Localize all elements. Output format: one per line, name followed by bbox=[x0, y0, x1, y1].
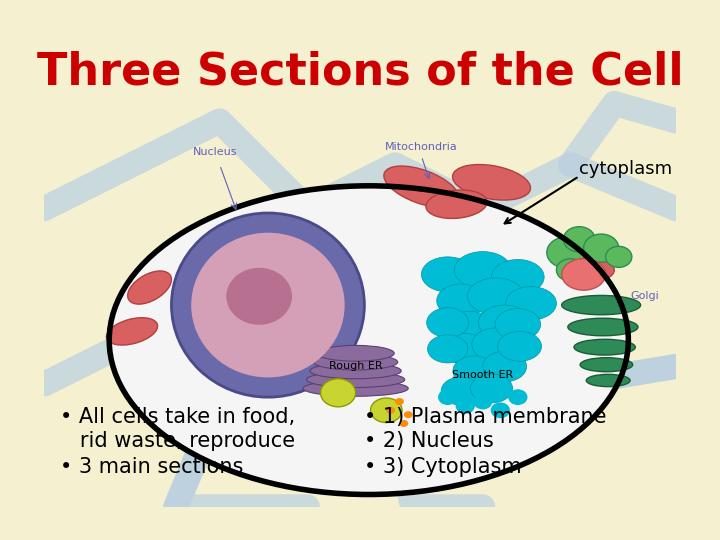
Ellipse shape bbox=[453, 356, 495, 386]
Ellipse shape bbox=[404, 411, 413, 418]
Ellipse shape bbox=[492, 260, 544, 294]
Text: Rough ER: Rough ER bbox=[329, 361, 382, 372]
Ellipse shape bbox=[498, 332, 541, 361]
Ellipse shape bbox=[307, 372, 405, 388]
Ellipse shape bbox=[606, 246, 632, 267]
Ellipse shape bbox=[478, 305, 531, 340]
Ellipse shape bbox=[421, 257, 474, 292]
Text: • 3) Cytoplasm: • 3) Cytoplasm bbox=[364, 457, 522, 477]
Ellipse shape bbox=[317, 346, 394, 361]
Ellipse shape bbox=[384, 166, 459, 207]
Ellipse shape bbox=[320, 379, 356, 407]
Ellipse shape bbox=[472, 328, 520, 361]
Ellipse shape bbox=[568, 318, 638, 336]
Ellipse shape bbox=[395, 398, 404, 405]
Ellipse shape bbox=[470, 374, 513, 403]
Text: Mitochondria: Mitochondria bbox=[385, 142, 458, 152]
Ellipse shape bbox=[562, 295, 641, 315]
Ellipse shape bbox=[490, 402, 510, 418]
Ellipse shape bbox=[171, 213, 364, 397]
Ellipse shape bbox=[127, 271, 171, 304]
Ellipse shape bbox=[495, 308, 541, 340]
Text: Three Sections of the Cell: Three Sections of the Cell bbox=[37, 51, 683, 94]
Ellipse shape bbox=[453, 165, 531, 200]
Ellipse shape bbox=[505, 287, 557, 320]
Text: • 3 main sections: • 3 main sections bbox=[60, 457, 243, 477]
Ellipse shape bbox=[107, 318, 158, 345]
Ellipse shape bbox=[400, 420, 408, 427]
Ellipse shape bbox=[467, 278, 524, 315]
Ellipse shape bbox=[313, 354, 397, 370]
Text: • 2) Nucleus: • 2) Nucleus bbox=[364, 431, 494, 451]
Text: Nucleus: Nucleus bbox=[193, 147, 238, 157]
Ellipse shape bbox=[426, 190, 487, 219]
Ellipse shape bbox=[586, 374, 630, 387]
Ellipse shape bbox=[557, 259, 585, 281]
Text: cytoplasm: cytoplasm bbox=[579, 160, 672, 178]
Text: • 1) Plasma membrane: • 1) Plasma membrane bbox=[364, 407, 607, 427]
Text: Smooth ER: Smooth ER bbox=[452, 370, 513, 380]
Ellipse shape bbox=[371, 398, 402, 423]
Ellipse shape bbox=[437, 284, 485, 318]
Ellipse shape bbox=[580, 357, 633, 372]
Ellipse shape bbox=[303, 381, 408, 396]
Ellipse shape bbox=[574, 339, 635, 355]
Ellipse shape bbox=[456, 398, 475, 414]
Ellipse shape bbox=[564, 227, 595, 252]
Ellipse shape bbox=[427, 308, 469, 338]
Ellipse shape bbox=[454, 252, 511, 288]
Ellipse shape bbox=[387, 407, 395, 414]
Ellipse shape bbox=[441, 377, 480, 405]
Ellipse shape bbox=[226, 268, 292, 325]
Text: • All cells take in food,: • All cells take in food, bbox=[60, 407, 295, 427]
Ellipse shape bbox=[546, 237, 585, 268]
Ellipse shape bbox=[584, 234, 618, 262]
Ellipse shape bbox=[483, 351, 526, 382]
Ellipse shape bbox=[192, 233, 345, 377]
Ellipse shape bbox=[428, 335, 468, 363]
Ellipse shape bbox=[438, 389, 457, 405]
Ellipse shape bbox=[473, 394, 492, 409]
Text: Golgi: Golgi bbox=[630, 291, 659, 301]
Text: rid waste, reproduce: rid waste, reproduce bbox=[60, 431, 295, 451]
Ellipse shape bbox=[508, 389, 528, 405]
Ellipse shape bbox=[310, 363, 401, 379]
Ellipse shape bbox=[447, 311, 492, 343]
Ellipse shape bbox=[562, 259, 606, 290]
Ellipse shape bbox=[562, 258, 614, 282]
Ellipse shape bbox=[110, 187, 627, 494]
Ellipse shape bbox=[444, 334, 487, 364]
